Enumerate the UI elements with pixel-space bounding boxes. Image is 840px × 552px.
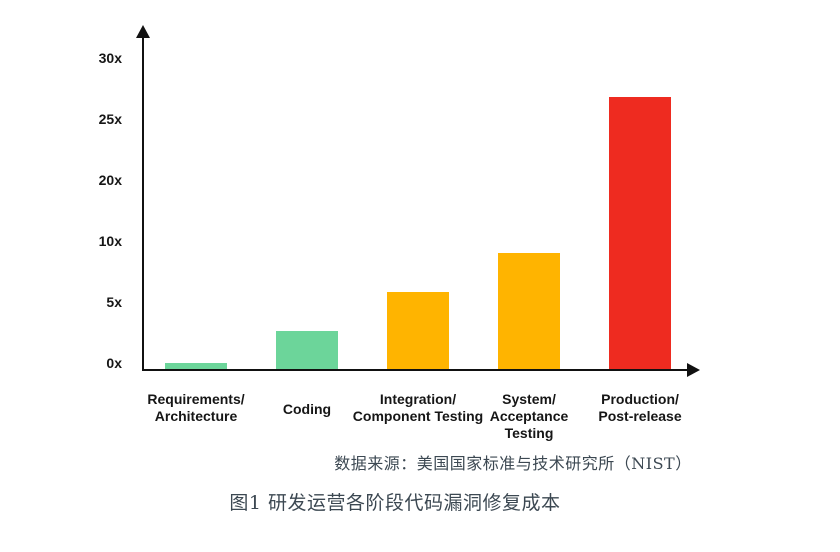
category-label: System/Acceptance Testing bbox=[461, 391, 597, 442]
bar bbox=[498, 253, 560, 369]
bar bbox=[276, 331, 338, 369]
x-axis-arrow-icon bbox=[687, 363, 700, 377]
y-tick-label: 30x bbox=[98, 50, 122, 66]
category-label-line: Requirements/ bbox=[147, 391, 245, 407]
y-tick-label: 5x bbox=[106, 294, 122, 310]
y-axis-line bbox=[142, 36, 144, 370]
y-axis-arrow-icon bbox=[136, 25, 150, 38]
bar bbox=[387, 292, 449, 369]
y-tick-label: 10x bbox=[98, 233, 122, 249]
category-label-line: Component Testing bbox=[352, 408, 484, 424]
category-label-line: Post-release bbox=[598, 408, 682, 424]
category-label-line: Production/ bbox=[601, 391, 679, 407]
bar bbox=[609, 97, 671, 369]
category-label: Requirements/Architecture bbox=[128, 391, 264, 425]
x-axis-line bbox=[142, 369, 690, 371]
category-label-line: Acceptance bbox=[489, 408, 569, 424]
y-tick-label: 0x bbox=[106, 355, 122, 371]
category-label: Production/Post-release bbox=[572, 391, 708, 425]
category-label-line: System/ bbox=[502, 391, 556, 407]
category-label-line: Testing bbox=[504, 425, 554, 441]
figure-caption: 图1 研发运营各阶段代码漏洞修复成本 bbox=[229, 492, 561, 514]
data-source-note: 数据来源：美国国家标准与技术研究所（NIST） bbox=[334, 454, 692, 473]
category-label: Coding bbox=[239, 401, 375, 418]
y-axis-tick-labels: 0x 5x 10x 20x 25x 30x bbox=[60, 0, 122, 552]
y-tick-label: 20x bbox=[98, 172, 122, 188]
y-tick-label: 25x bbox=[98, 111, 122, 127]
bar bbox=[165, 363, 227, 369]
category-label: Integration/Component Testing bbox=[350, 391, 486, 425]
category-label-line: Architecture bbox=[154, 408, 238, 424]
category-label-line: Integration/ bbox=[379, 391, 457, 407]
category-label-line: Coding bbox=[282, 401, 332, 417]
